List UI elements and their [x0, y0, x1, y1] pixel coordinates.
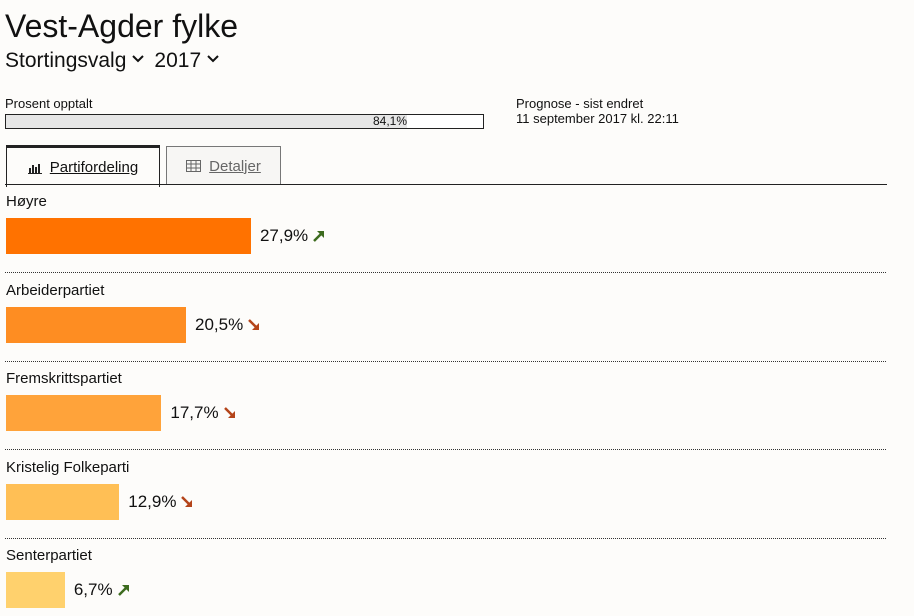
counted-progress-bar: 84,1%: [5, 114, 484, 129]
row-divider: [5, 537, 886, 539]
party-bar: [6, 395, 162, 431]
percentage-value: 6,7%: [73, 580, 113, 599]
party-percentage: 17,7%: [170, 395, 236, 431]
tab-partifordeling[interactable]: Partifordeling: [6, 145, 160, 187]
party-bar: [6, 218, 251, 254]
party-bar: [6, 572, 65, 608]
party-name: Høyre: [6, 193, 47, 210]
chevron-down-icon: [207, 55, 219, 63]
trend-down-arrow-icon: [248, 318, 260, 330]
prognose-title: Prognose - sist endret: [516, 96, 644, 111]
party-name: Kristelig Folkeparti: [6, 458, 130, 476]
percentage-value: 27,9%: [259, 226, 309, 245]
party-row-h-yre: Høyre 27,9%: [5, 185, 886, 273]
percentage-value: 12,9%: [128, 491, 177, 511]
election-selectors: Stortingsvalg 2017: [5, 48, 219, 74]
party-name: Fremskrittspartiet: [6, 370, 122, 387]
party-bar: [6, 483, 120, 520]
party-percentage: 20,5%: [195, 307, 261, 343]
party-row-senterpartiet: Senterpartiet 6,7%: [5, 539, 886, 616]
party-percentage: 6,7%: [74, 572, 131, 608]
party-name: Arbeiderpartiet: [6, 281, 105, 299]
election-year-dropdown[interactable]: 2017: [154, 48, 219, 74]
progress-label: Prosent opptalt: [5, 96, 93, 111]
page-title: Vest-Agder fylke: [5, 8, 238, 44]
election-type-dropdown[interactable]: Stortingsvalg: [5, 48, 145, 74]
percentage-value: 17,7%: [170, 403, 219, 422]
row-divider: [5, 360, 886, 362]
table-grid-icon: [186, 160, 202, 172]
party-row-fremskrittspartiet: Fremskrittspartiet 17,7%: [5, 362, 886, 450]
tab-detaljer[interactable]: Detaljer: [166, 146, 281, 185]
tab-label: Partifordeling: [49, 159, 139, 176]
progress-value: 84,1%: [372, 114, 407, 128]
prognose-timestamp: 11 september 2017 kl. 22:11: [516, 111, 679, 126]
party-name: Senterpartiet: [6, 547, 92, 564]
trend-down-arrow-icon: [223, 407, 235, 418]
chevron-down-icon: [132, 55, 145, 63]
tab-label: Detaljer: [209, 157, 261, 175]
percentage-value: 20,5%: [194, 314, 244, 334]
party-row-kristelig-folkeparti: Kristelig Folkeparti 12,9%: [5, 451, 886, 539]
trend-down-arrow-icon: [181, 495, 193, 507]
row-divider: [5, 272, 886, 273]
prognose-info: Prognose - sist endret 11 september 2017…: [516, 96, 679, 126]
party-row-arbeiderpartiet: Arbeiderpartiet 20,5%: [5, 274, 886, 362]
row-divider: [5, 449, 886, 450]
bar-chart-icon: [27, 163, 42, 174]
party-percentage: 12,9%: [128, 484, 194, 520]
trend-up-arrow-icon: [313, 231, 325, 242]
election-type-label: Stortingsvalg: [5, 49, 127, 72]
party-bar: [6, 306, 186, 343]
tabs-divider: [5, 184, 887, 185]
party-percentage: 27,9%: [260, 218, 326, 254]
election-year-label: 2017: [154, 49, 202, 72]
trend-up-arrow-icon: [117, 585, 129, 596]
progress-fill: [6, 115, 408, 128]
